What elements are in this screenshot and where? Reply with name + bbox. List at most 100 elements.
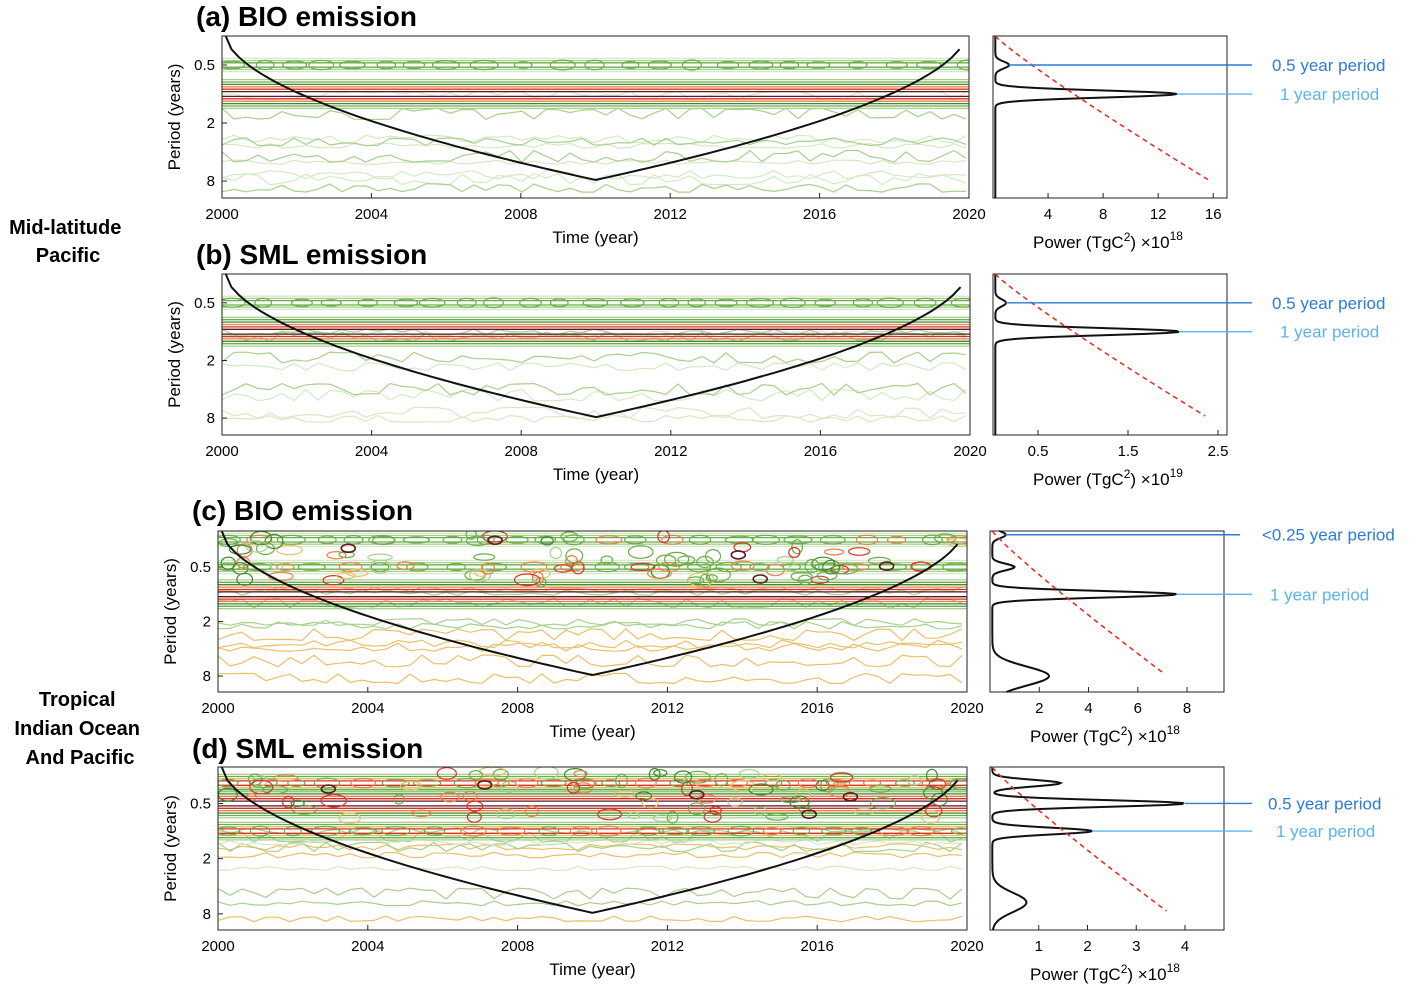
contour-cell [600, 555, 614, 565]
contour-cell [765, 563, 785, 577]
x-tick-label: 2016 [801, 938, 834, 955]
contour-cell [431, 59, 460, 70]
contour-line [222, 382, 967, 396]
contour-cell [222, 60, 246, 70]
contour-cell [687, 826, 715, 836]
x-tick-label: 2008 [505, 443, 538, 460]
contour-line [222, 142, 967, 149]
contour-cell [788, 546, 801, 558]
contour-cell [350, 777, 376, 789]
x-tick-label: 2020 [950, 938, 983, 955]
label-part: ) ×10 [1130, 233, 1169, 252]
contour-cell [828, 771, 855, 784]
y-axis-label: Period (years) [165, 64, 184, 171]
panel-a: (a) BIO emission 2000 2004 2008 2012 2016 2020… [165, 1, 1385, 252]
contour-cell [869, 797, 897, 810]
panel-b: (b) SML emission 2000 2004 2008 2012 2016 2020… [165, 239, 1385, 489]
band-contour [218, 591, 967, 598]
contour-cell [326, 551, 347, 560]
contour-cell [762, 826, 782, 836]
contour-cell [791, 539, 804, 555]
panel-title: (b) SML emission [196, 239, 427, 270]
contour-cell-strong [842, 791, 859, 802]
contour-cell [627, 811, 641, 820]
contour-cell [396, 561, 415, 571]
y-tick-label: 8 [203, 906, 211, 923]
contour-cell [582, 298, 609, 308]
contour-cell [255, 59, 275, 71]
spectrum-x-tick-label: 4 [1181, 938, 1189, 955]
spectrum-x-axis-label: Power (TgC2) ×1018 [1030, 723, 1180, 746]
contour-cell [925, 768, 938, 783]
contour-cell [442, 535, 463, 544]
contour-line [222, 149, 967, 163]
significance-curve [991, 766, 1167, 912]
contour-cell [371, 535, 396, 546]
contour-cell [474, 568, 488, 577]
contour-cell [714, 298, 738, 307]
contour-cell [282, 60, 308, 70]
contour-cell [687, 572, 715, 587]
contour-cell [797, 574, 813, 586]
spectrum-x-tick-label: 6 [1134, 700, 1142, 717]
annotation-label: 1 year period [1276, 822, 1375, 841]
contour-cell [705, 574, 718, 582]
contour-layer [222, 274, 970, 423]
contour-cell [945, 537, 967, 548]
contour-cell [584, 59, 605, 71]
band-contour [222, 299, 970, 306]
contour-cell [783, 535, 813, 545]
panel-title-text: SML emission [240, 239, 428, 270]
x-tick-label: 2008 [501, 938, 534, 955]
contour-cell [925, 804, 943, 818]
band-contour [222, 62, 969, 68]
contour-cell [762, 773, 782, 782]
contour-cell [765, 812, 789, 821]
annotation-label: 1 year period [1280, 323, 1379, 342]
contour-cell [775, 779, 791, 791]
panel-title: (d) SML emission [192, 733, 423, 764]
spectrum-x-tick-label: 2.5 [1208, 443, 1229, 460]
contour-cell [569, 825, 593, 837]
contour-cell [566, 781, 581, 794]
label-sup: 2 [1121, 962, 1128, 976]
contour-cell [565, 555, 579, 567]
contour-cell [867, 556, 891, 565]
contour-cell [519, 297, 542, 308]
significance-curve [994, 35, 1210, 181]
spectrum-x-tick-label: 4 [1084, 700, 1092, 717]
contour-cell [370, 562, 390, 572]
contour-cell [254, 297, 273, 308]
contour-cell [291, 804, 317, 815]
spectrum-frame [989, 766, 1225, 931]
contour-cell [282, 795, 295, 809]
x-axis-label: Time (year) [549, 722, 635, 741]
contour-cell [290, 799, 305, 808]
contour-cell [942, 562, 967, 572]
band-contour [218, 588, 967, 600]
contour-cell [460, 825, 487, 837]
label-part: ) ×10 [1127, 965, 1166, 984]
contour-cell [336, 571, 356, 580]
band-contour [222, 323, 970, 340]
contour-layer [218, 531, 967, 685]
band-contour [218, 821, 967, 841]
x-tick-label: 2016 [803, 206, 836, 223]
band-contour [222, 90, 969, 98]
annotation-label: 0.5 year period [1272, 56, 1385, 75]
contour-cell [916, 60, 942, 69]
significance-curve [994, 273, 1206, 417]
contour-cell [894, 779, 915, 787]
y-tick-label: 2 [207, 115, 215, 132]
contour-cell [681, 59, 702, 71]
label-exp: 18 [1167, 723, 1181, 737]
annotation-label: 1 year period [1270, 585, 1369, 604]
panel-title: (a) BIO emission [196, 1, 417, 32]
label-exp: 19 [1170, 466, 1184, 480]
contour-cell [562, 534, 585, 546]
spectrum-x-tick-label: 16 [1205, 206, 1222, 223]
contour-cell [402, 536, 431, 544]
contour-cell [466, 811, 482, 823]
contour-cell [779, 795, 802, 804]
contour-cell [819, 778, 836, 793]
